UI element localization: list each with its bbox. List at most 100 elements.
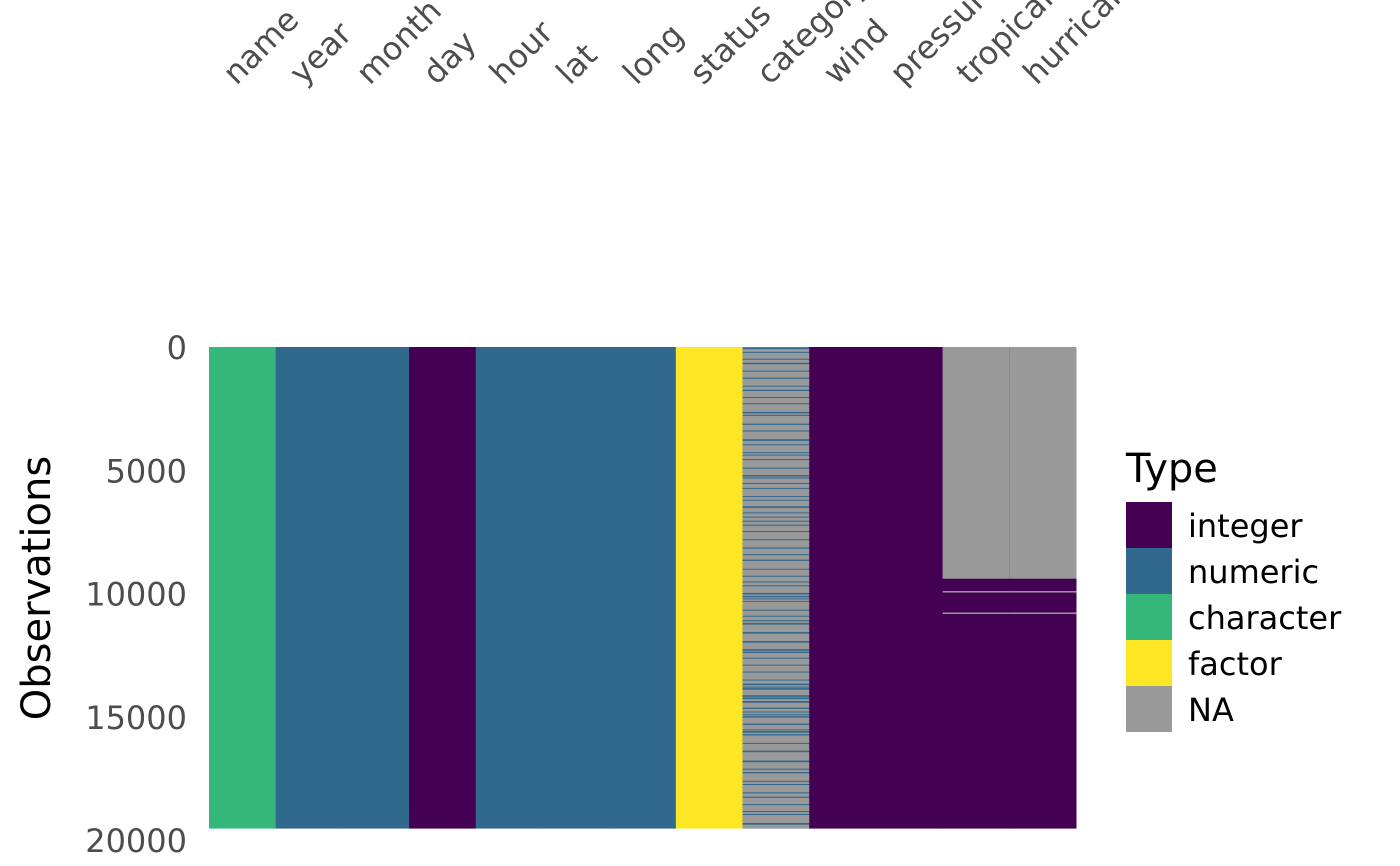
x-label-hour: hour: [482, 12, 561, 91]
legend-key-factor: [1126, 640, 1172, 686]
value-stripe-category: [742, 723, 810, 725]
value-stripe-category: [742, 499, 810, 501]
value-stripe-category: [742, 750, 810, 753]
value-stripe-category: [742, 734, 810, 736]
value-stripe-category: [742, 697, 810, 700]
value-stripe-category: [742, 796, 810, 798]
na-block-hurricane-force-diameter: [1009, 591, 1077, 593]
value-stripe-category: [742, 539, 810, 541]
value-stripe-category: [742, 414, 810, 416]
value-stripe-category: [742, 423, 810, 425]
value-stripe-category: [742, 620, 810, 622]
y-axis-ticks: 0 5000 10000 15000 20000: [85, 329, 187, 860]
value-stripe-category: [742, 600, 810, 602]
legend-key-numeric: [1126, 548, 1172, 594]
value-stripe-category: [742, 385, 810, 387]
value-stripe-category: [742, 397, 810, 399]
column-lat: [542, 347, 610, 829]
value-stripe-category: [742, 714, 810, 716]
column-day: [409, 347, 477, 829]
value-stripe-category: [742, 483, 810, 485]
value-stripe-category: [742, 768, 810, 770]
value-stripe-category: [742, 760, 810, 763]
y-tick-label: 15000: [85, 699, 187, 737]
value-stripe-category: [742, 730, 810, 733]
column-wind: [809, 347, 877, 829]
value-stripe-category: [742, 496, 810, 498]
value-stripe-category: [742, 559, 810, 561]
value-stripe-category: [742, 575, 810, 577]
value-stripe-category: [742, 347, 810, 350]
value-stripe-category: [742, 474, 810, 477]
value-stripe-category: [742, 389, 810, 392]
value-stripe-category: [742, 512, 810, 514]
y-axis-title: Observations: [14, 456, 60, 720]
value-stripe-category: [742, 487, 810, 489]
value-stripe-category: [742, 671, 810, 673]
value-stripe-category: [742, 403, 810, 405]
x-label-lat: lat: [549, 36, 605, 92]
y-tick-label: 10000: [85, 576, 187, 614]
value-stripe-category: [742, 701, 810, 703]
value-stripe-category: [742, 657, 810, 659]
value-stripe-category: [742, 524, 810, 526]
legend-label-factor: factor: [1188, 645, 1283, 683]
value-stripe-category: [742, 615, 810, 617]
value-stripe-category: [742, 652, 810, 654]
value-stripe-category: [742, 772, 810, 774]
legend-label-na: NA: [1188, 691, 1234, 729]
legend-key-character: [1126, 594, 1172, 640]
legend-key-na: [1126, 686, 1172, 732]
x-label-hurricane-force-diameter: hurricane_force_diameter: [1015, 0, 1332, 92]
na-block-category: [742, 347, 810, 829]
value-stripe-category: [742, 585, 810, 587]
y-tick-label: 5000: [106, 452, 187, 490]
legend-label-integer: integer: [1188, 507, 1303, 545]
value-stripe-category: [742, 742, 810, 744]
value-stripe-category: [742, 516, 810, 518]
value-stripe-category: [742, 444, 810, 446]
value-stripe-category: [742, 467, 810, 469]
value-stripe-category: [742, 477, 810, 479]
value-stripe-category: [742, 811, 810, 813]
value-stripe-category: [742, 729, 810, 731]
value-stripe-category: [742, 459, 810, 461]
value-stripe-category: [742, 506, 810, 508]
value-stripe-category: [742, 686, 810, 688]
column-year: [275, 347, 343, 829]
na-block-hurricane-force-diameter: [1009, 612, 1077, 614]
value-stripe-category: [742, 411, 810, 414]
value-stripe-category: [742, 609, 810, 611]
value-stripe-category: [742, 707, 810, 709]
legend-label-character: character: [1188, 599, 1342, 637]
value-stripe-category: [742, 804, 810, 806]
value-stripe-category: [742, 592, 810, 595]
column-status: [675, 347, 744, 829]
x-label-tropicalstorm-force-diameter: tropicalstorm_force_diameter: [949, 0, 1309, 92]
legend-label-numeric: numeric: [1188, 553, 1319, 591]
value-stripe-category: [742, 568, 810, 570]
value-stripe-category: [742, 439, 810, 441]
value-stripe-category: [742, 581, 810, 583]
value-stripe-category: [742, 792, 810, 794]
value-stripe-category: [742, 598, 810, 600]
column-name: [209, 347, 277, 829]
column-hour: [475, 347, 543, 829]
value-stripe-category: [742, 679, 810, 681]
value-stripe-category: [742, 822, 810, 825]
value-stripe-category: [742, 650, 810, 652]
plot-cells: [209, 347, 1077, 829]
y-tick-label: 0: [167, 329, 187, 367]
column-pressure: [875, 347, 944, 829]
value-stripe-category: [742, 688, 810, 690]
y-tick-label: 20000: [85, 822, 187, 860]
legend-key-integer: [1126, 502, 1172, 548]
value-stripe-category: [742, 780, 810, 782]
column-long: [609, 347, 677, 829]
value-stripe-category: [742, 554, 810, 556]
value-stripe-category: [742, 641, 810, 643]
value-stripe-category: [742, 632, 810, 634]
legend-title: Type: [1125, 446, 1218, 492]
